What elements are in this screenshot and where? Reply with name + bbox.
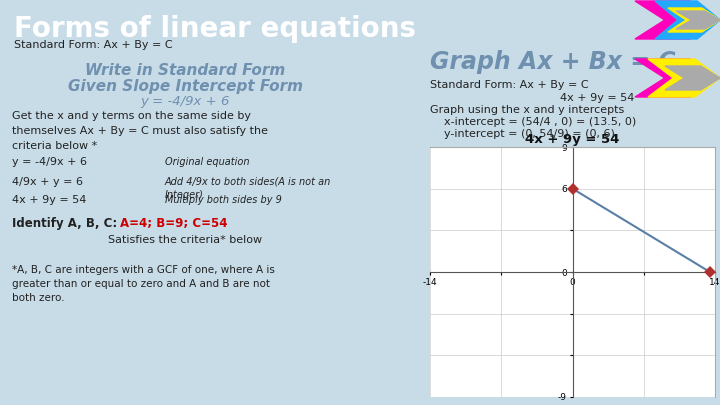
Polygon shape <box>668 8 720 32</box>
Text: Standard Form: Ax + By = C: Standard Form: Ax + By = C <box>430 80 589 90</box>
Polygon shape <box>635 59 720 97</box>
Text: Add 4/9x to both sides(A is not an
Integer): Add 4/9x to both sides(A is not an Integ… <box>165 177 331 200</box>
Text: Standard Form: Ax + By = C: Standard Form: Ax + By = C <box>14 40 173 50</box>
Text: Forms of linear equations: Forms of linear equations <box>14 15 416 43</box>
Text: y = -4/9x + 6: y = -4/9x + 6 <box>140 95 230 108</box>
Polygon shape <box>665 66 720 90</box>
Text: 4x + 9y = 54: 4x + 9y = 54 <box>12 195 86 205</box>
Title: 4x + 9y = 54: 4x + 9y = 54 <box>526 133 620 146</box>
Text: Original equation: Original equation <box>165 157 250 167</box>
Polygon shape <box>655 1 720 39</box>
Text: y = -4/9x + 6: y = -4/9x + 6 <box>12 157 87 167</box>
Text: Satisfies the criteria* below: Satisfies the criteria* below <box>108 235 262 245</box>
Text: Graph Ax + Bx = C: Graph Ax + Bx = C <box>430 50 675 74</box>
Text: 4/9x + y = 6: 4/9x + y = 6 <box>12 177 83 187</box>
Text: Get the x and y terms on the same side by
themselves Ax + By = C must also satis: Get the x and y terms on the same side b… <box>12 111 268 151</box>
Text: Multiply both sides by 9: Multiply both sides by 9 <box>165 195 282 205</box>
Text: *A, B, C are integers with a GCF of one, where A is
greater than or equal to zer: *A, B, C are integers with a GCF of one,… <box>12 265 275 303</box>
Text: 4x + 9y = 54: 4x + 9y = 54 <box>560 93 634 103</box>
Text: A=4; B=9; C=54: A=4; B=9; C=54 <box>120 217 228 230</box>
Text: Graph using the x and y intercepts: Graph using the x and y intercepts <box>430 105 624 115</box>
Polygon shape <box>635 1 720 39</box>
Text: x-intercept = (54/4 , 0) = (13.5, 0): x-intercept = (54/4 , 0) = (13.5, 0) <box>430 117 636 127</box>
Text: Write in Standard Form: Write in Standard Form <box>85 63 285 78</box>
Text: y-intercept = (0, 54/9) = (0, 6): y-intercept = (0, 54/9) = (0, 6) <box>430 129 615 139</box>
Text: Identify A, B, C:: Identify A, B, C: <box>12 217 117 230</box>
Polygon shape <box>648 59 720 97</box>
Polygon shape <box>676 11 720 29</box>
Text: Given Slope Intercept Form: Given Slope Intercept Form <box>68 79 302 94</box>
